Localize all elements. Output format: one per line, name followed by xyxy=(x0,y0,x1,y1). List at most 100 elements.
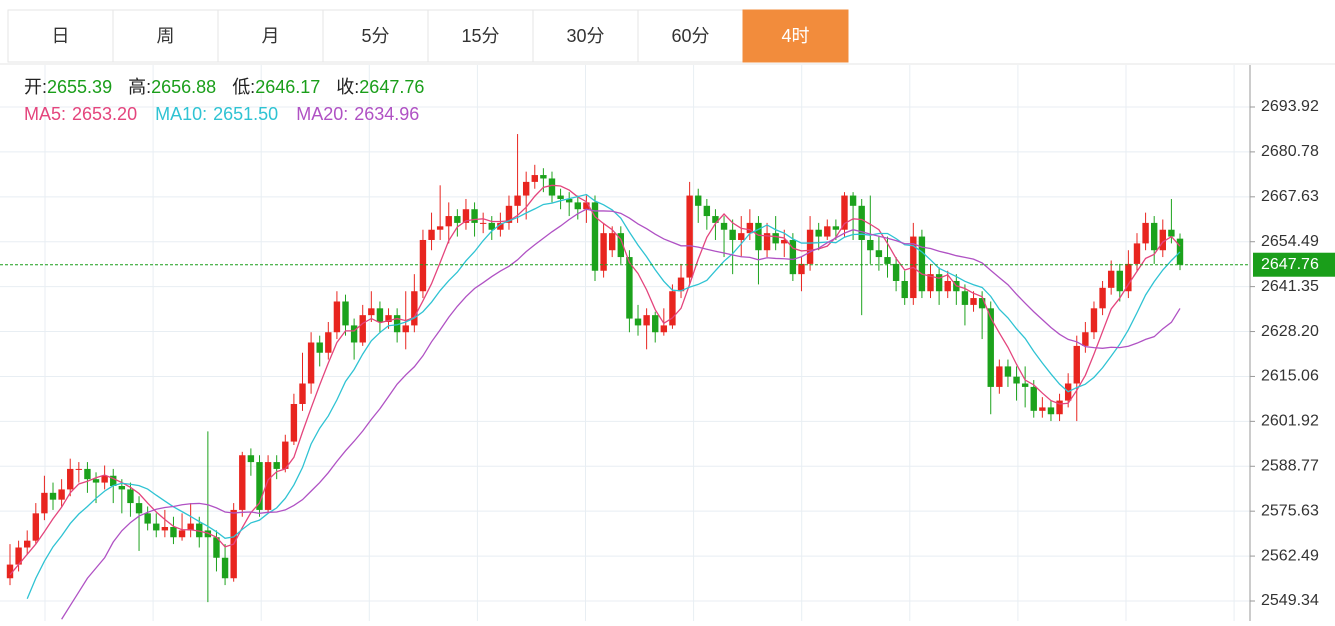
legend: 开:2655.39 高:2656.88 低:2646.17 收:2647.76 MA5:… xyxy=(24,77,424,124)
candle-body xyxy=(6,564,14,579)
candle-body xyxy=(660,325,668,333)
y-tick-label: 2575.63 xyxy=(1261,502,1319,519)
tab-label[interactable]: 5分 xyxy=(361,26,389,46)
last-price-box xyxy=(1253,252,1335,277)
y-tick-label: 2693.92 xyxy=(1261,98,1319,115)
candle-body xyxy=(497,222,504,230)
y-tick-label: 2680.78 xyxy=(1261,143,1319,160)
candle-body xyxy=(67,468,74,490)
y-tick-label: 2549.34 xyxy=(1261,592,1319,609)
summary-label: 低: xyxy=(232,77,255,97)
candle-body xyxy=(462,209,470,223)
tab-bar: 日 周 月 5分 15分 30分 60分 4时 xyxy=(0,9,1335,65)
candle-body xyxy=(161,527,169,531)
tab[interactable] xyxy=(427,9,534,63)
candle-body xyxy=(333,301,341,333)
tab[interactable] xyxy=(637,9,744,63)
candle-body xyxy=(153,523,160,531)
candle-body xyxy=(1004,366,1012,377)
candle-body xyxy=(600,233,607,271)
candle-body xyxy=(75,468,83,470)
candle-body xyxy=(867,239,874,251)
candle-body xyxy=(256,462,263,510)
candle-body xyxy=(565,198,573,203)
tab[interactable] xyxy=(532,9,639,63)
candle-body xyxy=(1125,263,1132,292)
candle-body xyxy=(763,233,771,251)
candle-body xyxy=(1099,287,1106,309)
candle-body xyxy=(884,257,891,264)
candle-body xyxy=(703,205,711,217)
candle-body xyxy=(832,226,840,230)
ohlc-summary: 开:2655.39 高:2656.88 低:2646.17 收:2647.76 xyxy=(24,77,424,97)
candle-body xyxy=(1047,407,1055,415)
candle-body xyxy=(247,455,255,463)
candle-body xyxy=(695,195,702,206)
plot-area xyxy=(0,134,1250,620)
candle-body xyxy=(1142,222,1149,244)
candle-body xyxy=(402,325,409,333)
candle-body xyxy=(505,205,513,223)
summary-label: 开: xyxy=(24,77,47,97)
candle-body xyxy=(901,280,908,299)
candle-body xyxy=(1116,270,1123,292)
candle-body xyxy=(419,239,427,292)
candle-body xyxy=(557,195,564,199)
candle-body xyxy=(479,222,487,224)
candle-body xyxy=(58,489,65,500)
candle-body xyxy=(368,308,375,316)
ma-legend-label: MA10: xyxy=(155,104,207,124)
tab-label[interactable]: 周 xyxy=(157,26,175,46)
candle-body xyxy=(927,274,934,292)
tab-label[interactable]: 60分 xyxy=(671,26,709,46)
candle-body xyxy=(1090,308,1098,333)
candle-body xyxy=(84,468,91,480)
candle-body xyxy=(1082,332,1089,346)
tab[interactable] xyxy=(322,9,429,63)
candle-body xyxy=(325,332,332,353)
y-axis: 2549.34 2562.49 2575.63 2588.77 2601.92 2615.… xyxy=(1249,65,1335,621)
tab-label[interactable]: 4时 xyxy=(781,26,809,46)
tab[interactable] xyxy=(217,9,324,63)
candle-body xyxy=(24,540,31,548)
summary-value: 2655.39 xyxy=(47,77,112,97)
candle-body xyxy=(591,202,599,271)
candle-body xyxy=(1039,407,1046,411)
candle-body xyxy=(92,479,100,483)
y-tick-label: 2615.06 xyxy=(1261,368,1319,385)
candle-body xyxy=(996,366,1003,387)
candle-body xyxy=(118,485,126,490)
candle-body xyxy=(350,325,358,343)
candle-body xyxy=(307,342,315,384)
candle-body xyxy=(342,301,349,326)
candle-body xyxy=(609,233,616,251)
summary-value: 2647.76 xyxy=(359,77,424,97)
candle-body xyxy=(669,291,676,326)
candle-body xyxy=(875,250,883,258)
candle-body xyxy=(299,383,306,404)
candle-body xyxy=(978,298,986,309)
tab-active[interactable] xyxy=(742,9,849,63)
grid xyxy=(0,65,1250,621)
candle-body xyxy=(436,226,444,230)
tab[interactable] xyxy=(112,9,219,63)
y-tick-label: 2601.92 xyxy=(1261,413,1319,430)
candle-body xyxy=(359,315,366,343)
ma-line xyxy=(9,184,1181,576)
candle-body xyxy=(144,513,151,524)
candle-body xyxy=(677,277,685,292)
tab-label[interactable]: 15分 xyxy=(461,26,499,46)
tab[interactable] xyxy=(7,9,114,63)
candle-body xyxy=(393,315,401,333)
candle-body xyxy=(411,291,418,326)
tab-label[interactable]: 30分 xyxy=(566,26,604,46)
candle-body xyxy=(720,222,728,230)
tab-label[interactable]: 月 xyxy=(262,26,280,46)
candle-body xyxy=(918,236,926,292)
candle-body xyxy=(841,195,848,230)
candle-body xyxy=(273,462,280,469)
candle-body xyxy=(781,239,788,244)
candle-body xyxy=(987,308,994,387)
tab-label[interactable]: 日 xyxy=(52,26,70,46)
